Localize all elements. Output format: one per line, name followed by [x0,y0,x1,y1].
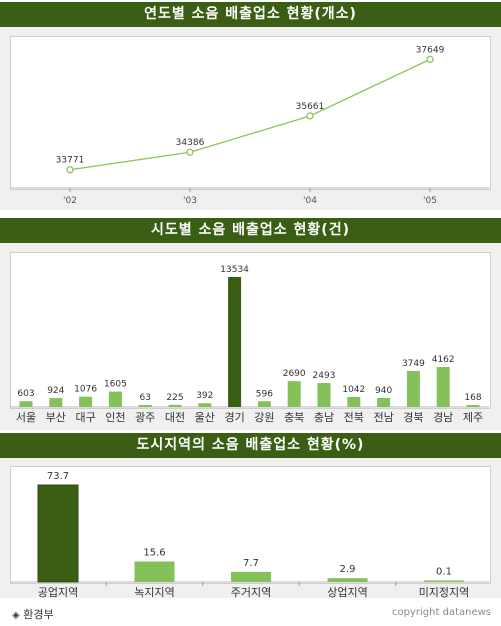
source-note: ◈ 환경부 [12,606,54,622]
region-bar [108,391,122,407]
category-label: 경북 [403,411,423,424]
region-bar [436,367,450,407]
bar-data-label: 13534 [220,265,249,275]
category-label: 인천 [105,410,125,424]
urban-bar [424,580,464,582]
category-label: 강원 [254,411,274,424]
urban-bar [231,571,271,582]
bar-data-label: 4162 [432,355,455,365]
point-data-label: 37649 [416,45,445,55]
region-chart-title: 시도별 소음 배출업소 현황(건) [0,218,501,243]
source-label: 환경부 [23,608,54,621]
line-point [66,166,74,174]
bar-data-label: 2.9 [340,564,356,575]
bar-data-label: 15.6 [143,547,165,558]
category-label: 상업지역 [327,586,367,599]
point-data-label: 35661 [296,102,325,112]
line-point [306,112,314,120]
bar-data-label: 1076 [74,385,97,395]
category-label: 서울 [16,411,36,424]
bar-data-label: 1042 [342,385,365,395]
bar-data-label: 603 [17,389,34,399]
bar-data-label: 225 [166,393,183,403]
region-bar [228,277,242,407]
x-tick-label: '04 [303,196,317,206]
category-label: 대구 [75,411,95,424]
region-bar [406,370,420,407]
line-point [186,148,194,156]
bar-data-label: 168 [464,393,481,403]
point-data-label: 33771 [56,156,85,166]
line-chart-area [10,36,491,190]
region-bar [347,396,361,407]
urban-chart-area [10,466,491,584]
category-label: 경기 [224,411,244,424]
x-tick-label: '05 [423,196,437,206]
bar-data-label: 2690 [283,369,306,379]
region-bar [49,398,63,407]
region-bar [19,401,33,407]
category-label: 전남 [373,411,393,424]
region-bar [317,383,331,407]
urban-bar [134,561,175,582]
bar-data-label: 596 [256,389,273,399]
category-label: 경남 [433,411,453,424]
category-label: 충남 [314,411,334,424]
bar-data-label: 3749 [402,359,425,369]
category-label: 울산 [195,411,215,424]
x-tick-label: '03 [183,196,197,206]
category-label: 충북 [284,411,304,424]
bar-data-label: 924 [47,386,64,396]
region-bar [79,396,93,407]
region-bar [198,403,212,407]
region-bar [168,404,182,407]
bar-data-label: 63 [139,393,150,403]
region-bar [138,405,152,407]
category-label: 공업지역 [38,586,78,599]
category-label: 제주 [463,411,483,424]
urban-bar [327,578,368,582]
copyright-note: copyright datanews [392,607,491,618]
category-label: 전북 [344,411,364,424]
urban-chart-title: 도시지역의 소음 배출업소 현황(%) [0,433,501,458]
category-label: 부산 [46,411,66,424]
category-label: 주거지역 [231,586,271,599]
point-data-label: 34386 [176,138,205,148]
region-bar [287,381,301,407]
urban-bar [37,484,79,583]
bar-data-label: 2493 [313,371,336,381]
category-label: 녹지지역 [134,586,174,599]
line-chart-title: 연도별 소음 배출업소 현황(개소) [0,2,501,27]
bar-data-label: 940 [375,386,392,396]
bar-data-label: 7.7 [243,558,259,569]
bar-data-label: 392 [196,391,213,401]
category-label: 대전 [165,411,185,424]
bar-data-label: 0.1 [436,567,452,578]
series-line [69,58,431,171]
category-label: 광주 [135,411,155,424]
diamond-icon: ◈ [12,610,20,621]
bar-data-label: 1605 [104,380,127,390]
region-bar [377,397,391,407]
bar-data-label: 73.7 [47,471,69,482]
x-tick-label: '02 [63,196,77,206]
region-bar [257,401,271,407]
category-label: 미지정지역 [419,586,470,599]
region-bar [466,405,480,407]
line-point [426,55,434,64]
